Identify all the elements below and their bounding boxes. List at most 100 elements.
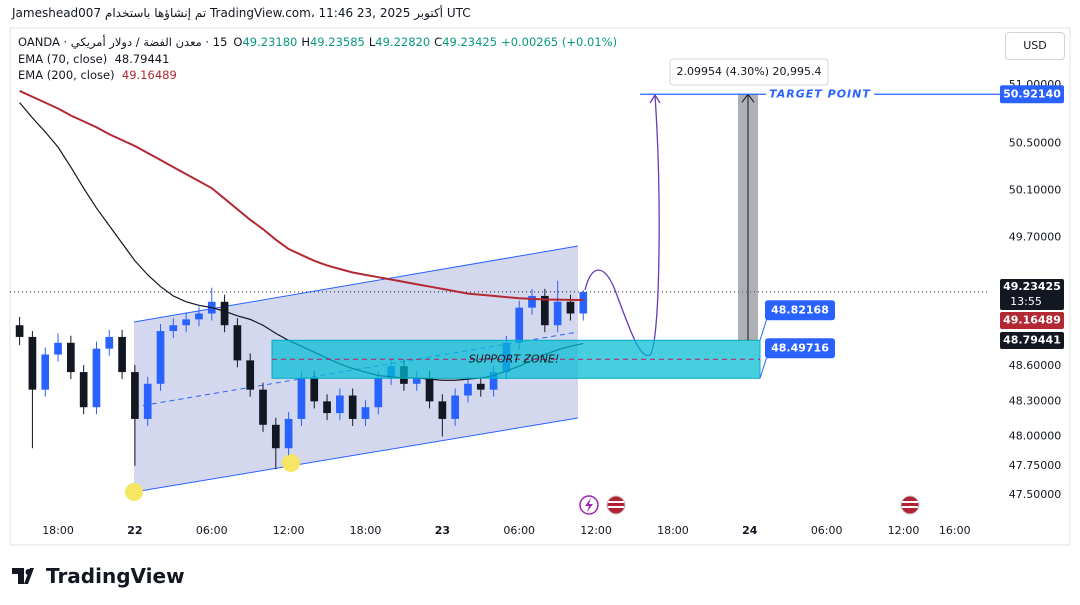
candle-body — [297, 377, 306, 419]
y-tick-label: 47.75000 — [1009, 459, 1062, 472]
target-label: TARGET POINT — [769, 87, 871, 100]
candle-body — [220, 301, 229, 326]
candle-body — [105, 336, 114, 349]
x-tick-label: 06:00 — [811, 524, 843, 537]
ema-name: EMA (70, close) — [18, 52, 108, 66]
countdown: 13:55 — [1010, 295, 1042, 308]
axis-pill — [1000, 312, 1064, 329]
ohlc-value: 49.22820 — [375, 35, 431, 49]
candle-body — [323, 401, 331, 414]
candle-body — [566, 301, 575, 314]
target-label-bg — [766, 86, 874, 103]
axis-price: 50.92140 — [1003, 87, 1061, 100]
candle-body — [41, 354, 50, 390]
y-tick-label: 48.00000 — [1009, 430, 1062, 443]
candle-body — [259, 389, 267, 425]
brand: TradingView — [46, 564, 185, 588]
candle-body — [28, 336, 37, 390]
candle-body — [54, 342, 62, 355]
currency-button[interactable]: USD — [1005, 32, 1065, 60]
flag-icon[interactable] — [900, 495, 920, 515]
x-tick-label: 22 — [127, 524, 142, 537]
candle-body — [425, 377, 434, 402]
candle-body — [79, 372, 88, 408]
ema-value: 48.79441 — [114, 52, 170, 66]
candle-body — [361, 407, 370, 419]
candle-body — [246, 360, 255, 390]
candle-body — [156, 331, 165, 384]
channel-bottom — [133, 417, 579, 493]
candle-body — [451, 395, 460, 419]
candle-body — [412, 377, 421, 384]
candle-body — [528, 295, 536, 308]
zone-connector — [759, 318, 768, 341]
flag-stripe — [608, 506, 624, 508]
y-tick-label: 47.50000 — [1009, 488, 1062, 501]
axis-pill — [1000, 279, 1064, 310]
measure-text: 2.09954 (4.30%) 20,995.4 — [677, 65, 822, 78]
candle-body — [169, 325, 178, 332]
candle-body — [336, 395, 344, 414]
candle-body — [67, 342, 75, 373]
symbol-legend: 15 · معدن الفضة / دولار أمريكي · OANDA O 4… — [18, 35, 621, 49]
candle-body — [348, 395, 357, 419]
x-tick-label: 18:00 — [350, 524, 382, 537]
x-tick-label: 24 — [742, 524, 758, 537]
x-tick-label: 12:00 — [888, 524, 920, 537]
zone-price-pill — [765, 338, 835, 359]
ema-legend: EMA (70, close) 48.79441 — [18, 52, 169, 66]
change: +0.00265 (+0.01%) — [501, 35, 618, 49]
candle-body — [195, 313, 203, 320]
y-tick-label: 50.50000 — [1009, 137, 1062, 150]
x-tick-label: 12:00 — [273, 524, 305, 537]
candle-body — [476, 383, 485, 390]
flag-icon[interactable] — [606, 495, 626, 515]
flag-stripe — [902, 501, 918, 503]
axis-price: 49.16489 — [1003, 314, 1061, 327]
candle-body — [131, 372, 139, 419]
y-tick-label: 50.10000 — [1009, 183, 1062, 196]
measure-box — [669, 58, 829, 86]
ema-line — [19, 90, 584, 302]
zone-price-pill — [765, 300, 835, 321]
low-marker — [282, 454, 300, 472]
flag-stripe — [608, 501, 624, 503]
high-marker — [206, 271, 224, 303]
candle-body — [489, 372, 498, 390]
x-tick-label: 06:00 — [503, 524, 535, 537]
projection-arrow — [649, 93, 661, 104]
ohlc-key: O — [233, 35, 243, 49]
event-icon — [585, 498, 593, 512]
ohlc-key: L — [368, 35, 376, 49]
zone-connector — [759, 356, 768, 379]
ema-name: EMA (200, close) — [18, 68, 115, 82]
logo-icon — [12, 568, 34, 584]
candle-body — [271, 424, 280, 449]
low-marker — [125, 483, 143, 501]
axis-pill — [1000, 332, 1064, 349]
symbol-name: 15 · معدن الفضة / دولار أمريكي · OANDA — [18, 35, 228, 49]
candle-body — [233, 325, 242, 361]
y-tick-label: 48.60000 — [1009, 359, 1062, 372]
x-tick-label: 16:00 — [939, 524, 971, 537]
candle-body — [515, 307, 524, 343]
zone-label: SUPPORT ZONE! — [469, 352, 560, 365]
candle-body — [464, 383, 472, 396]
candle-body — [553, 301, 562, 326]
x-tick-label: 06:00 — [196, 524, 228, 537]
axis-pill — [1000, 85, 1064, 104]
axis-price: 49.23425 — [1003, 280, 1061, 293]
ohlc-value: 49.23585 — [309, 35, 365, 49]
zone-price: 48.49716 — [771, 341, 829, 354]
candle-body — [284, 418, 293, 449]
y-tick-label: 48.30000 — [1009, 394, 1062, 407]
candle-body — [579, 291, 588, 314]
x-tick-label: 12:00 — [580, 524, 612, 537]
candle-body — [118, 336, 126, 373]
y-tick-label: 49.70000 — [1009, 230, 1062, 243]
flag-stripe — [902, 506, 918, 508]
candle-body — [182, 319, 190, 326]
axis-price: 48.79441 — [1003, 334, 1061, 347]
